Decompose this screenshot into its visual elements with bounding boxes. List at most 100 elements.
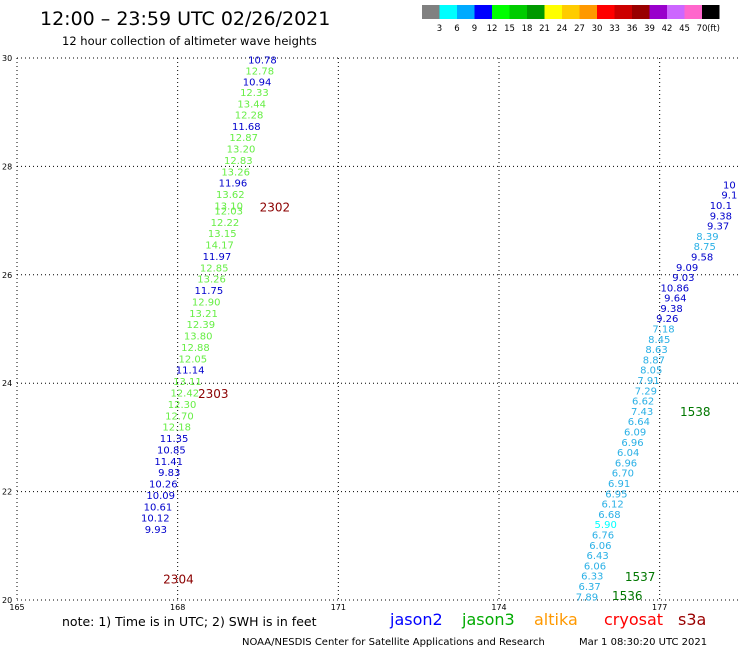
color-swatch — [579, 5, 597, 19]
color-legend-label: 30 — [592, 24, 603, 34]
color-swatch — [492, 5, 510, 19]
color-legend: 3 6 9 12 15 18 21 24 27 30 33 36 39 42 45 70 (ft) — [422, 5, 720, 34]
wave-height-label: 6.62 — [632, 397, 654, 408]
wave-height-label: 13.11 — [173, 377, 202, 388]
wave-height-label: 7.29 — [635, 386, 657, 397]
y-tick-label: 26 — [2, 271, 12, 280]
wave-height-label: 13.26 — [197, 275, 226, 286]
color-swatch — [562, 5, 580, 19]
color-legend-label: 33 — [609, 24, 620, 34]
chart-subtitle: 12 hour collection of altimeter wave hei… — [62, 34, 317, 48]
y-tick-label: 28 — [2, 162, 12, 171]
wave-height-label: 9.38 — [710, 211, 732, 222]
wave-height-label: 11.75 — [195, 286, 224, 297]
color-legend-label: 15 — [504, 24, 515, 34]
wave-height-label: 13.26 — [221, 167, 250, 178]
wave-height-label: 12.33 — [240, 88, 269, 99]
color-swatch — [649, 5, 667, 19]
color-swatch — [544, 5, 562, 19]
wave-height-label: 10.86 — [660, 283, 689, 294]
credit-text: NOAA/NESDIS Center for Satellite Applica… — [242, 637, 545, 648]
wave-height-label: 13.15 — [208, 229, 237, 240]
x-tick-label: 165 — [9, 603, 24, 612]
wave-height-label: 10 — [723, 180, 736, 191]
wave-height-label: 6.96 — [621, 438, 643, 449]
color-legend-label: 18 — [522, 24, 533, 34]
color-legend-label: (ft) — [707, 24, 720, 34]
time-label: 2304 — [163, 572, 194, 586]
wave-height-label: 9.26 — [656, 314, 678, 325]
color-swatch — [614, 5, 632, 19]
wave-height-label: 6.95 — [605, 489, 627, 500]
wave-height-label: 11.68 — [232, 122, 261, 133]
footnote-text: note: 1) Time is in UTC; 2) SWH is in fe… — [62, 614, 317, 629]
wave-height-label: 12.22 — [211, 218, 240, 229]
wave-height-label: 10.12 — [141, 514, 170, 525]
color-swatch — [702, 5, 720, 19]
color-swatch — [422, 5, 440, 19]
y-tick-label: 24 — [2, 379, 12, 388]
wave-height-label: 12.87 — [229, 133, 258, 144]
satellite-name: s3a — [678, 610, 706, 629]
wave-height-label: 11.35 — [160, 434, 189, 445]
color-swatch — [509, 5, 527, 19]
satellite-name: cryosat — [604, 610, 663, 629]
wave-height-label: 7.91 — [637, 376, 659, 387]
wave-height-label: 8.87 — [643, 355, 665, 366]
wave-height-label: 6.37 — [578, 582, 600, 593]
wave-height-label: 11.96 — [219, 179, 248, 190]
wave-height-label: 12.85 — [200, 263, 229, 274]
satellite-name: altika — [534, 610, 578, 629]
color-swatch — [632, 5, 650, 19]
wave-height-label: 12.39 — [187, 320, 216, 331]
wave-height-label: 12.88 — [181, 343, 210, 354]
wave-height-label: 12.18 — [162, 423, 191, 434]
wave-height-label: 12.70 — [165, 411, 194, 422]
x-tick-label: 174 — [491, 603, 506, 612]
wave-height-label: 6.96 — [615, 458, 637, 469]
x-tick-label: 177 — [652, 603, 667, 612]
color-legend-label: 45 — [679, 24, 690, 34]
satellite-name: jason2 — [389, 610, 443, 629]
wave-height-label: 9.1 — [721, 191, 737, 202]
color-legend-label: 3 — [437, 24, 442, 34]
time-label: 1536 — [612, 589, 643, 603]
color-legend-label: 21 — [539, 24, 550, 34]
x-tick-label: 168 — [170, 603, 185, 612]
time-label: 1537 — [625, 570, 656, 584]
data-marks: 10.7812.7810.9412.3313.4412.2811.6812.87… — [141, 56, 737, 604]
color-legend-label: 70 — [697, 24, 708, 34]
color-swatch — [667, 5, 685, 19]
wave-height-label: 6.76 — [592, 531, 614, 542]
wave-height-label: 9.03 — [672, 273, 694, 284]
wave-height-label: 13.62 — [216, 190, 245, 201]
color-swatch — [439, 5, 457, 19]
wave-height-label: 10.94 — [243, 77, 272, 88]
color-legend-label: 12 — [487, 24, 498, 34]
wave-height-label: 7.43 — [631, 407, 653, 418]
color-legend-label: 9 — [472, 24, 477, 34]
wave-height-label: 12.03 — [214, 206, 243, 217]
wave-height-label: 10.09 — [146, 491, 175, 502]
wave-height-label: 8.45 — [648, 335, 670, 346]
wave-height-label: 9.58 — [691, 252, 713, 263]
wave-height-label: 8.63 — [645, 345, 667, 356]
wave-height-label: 12.05 — [178, 354, 207, 365]
chart-title: 12:00 – 23:59 UTC 02/26/2021 — [40, 8, 330, 30]
wave-height-label: 13.20 — [227, 145, 256, 156]
wave-height-label: 6.04 — [617, 448, 639, 459]
color-swatch — [457, 5, 475, 19]
wave-height-label: 8.39 — [696, 232, 718, 243]
satellite-name: jason3 — [461, 610, 515, 629]
color-legend-label: 36 — [627, 24, 638, 34]
wave-height-label: 12.78 — [245, 67, 274, 78]
wave-height-label: 6.06 — [584, 561, 606, 572]
wave-height-label: 9.38 — [660, 304, 682, 315]
wave-height-label: 13.21 — [189, 309, 218, 320]
wave-height-label: 6.06 — [589, 541, 611, 552]
y-tick-label: 22 — [2, 488, 12, 497]
wave-height-label: 9.93 — [145, 525, 167, 536]
wave-height-label: 9.64 — [664, 294, 686, 305]
wave-height-label: 6.33 — [581, 572, 603, 583]
